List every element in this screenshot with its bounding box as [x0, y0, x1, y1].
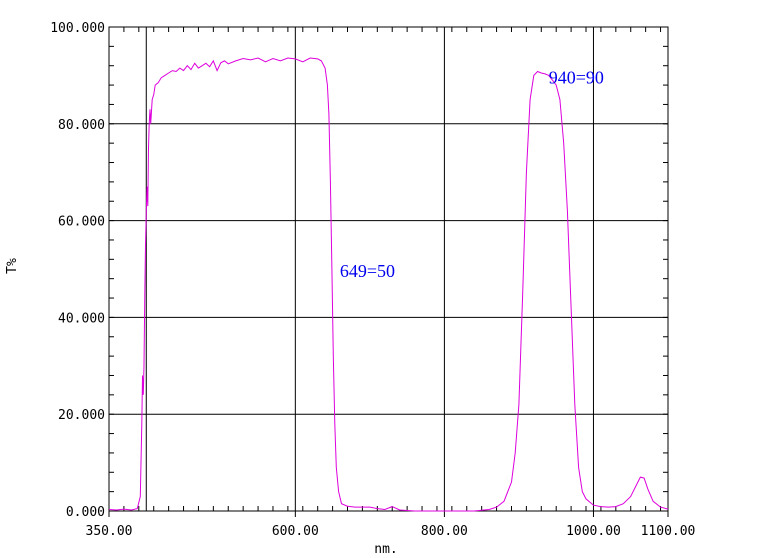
grid	[109, 27, 668, 511]
minor-ticks	[108, 26, 668, 512]
annotation-label: 649=50	[340, 261, 395, 281]
annotations: 649=50 940=90	[340, 67, 604, 281]
y-axis-label: T%	[5, 258, 20, 274]
y-tick-label: 60.000	[58, 215, 105, 230]
y-tick-label: 80.000	[58, 118, 105, 133]
x-tick-label: 350.00	[86, 524, 133, 539]
x-tick-label: 800.00	[421, 524, 468, 539]
plot-frame	[108, 26, 669, 512]
y-tick-label: 40.000	[58, 311, 105, 326]
y-tick-label: 0.000	[66, 505, 105, 520]
y-tick-label: 20.000	[58, 408, 105, 423]
x-tick-label: 600.00	[272, 524, 319, 539]
x-tick-label: 1100.00	[641, 524, 696, 539]
x-axis-label: nm.	[374, 542, 397, 557]
x-tick-labels: 350.00 600.00 800.00 1000.00 1100.00	[86, 511, 696, 539]
x-tick-label: 1000.00	[566, 524, 621, 539]
y-tick-labels: 0.000 20.000 40.000 60.000 80.000 100.000	[50, 21, 105, 520]
y-tick-label: 100.000	[50, 21, 105, 36]
series-line	[108, 57, 669, 512]
annotation-label: 940=90	[549, 67, 604, 87]
